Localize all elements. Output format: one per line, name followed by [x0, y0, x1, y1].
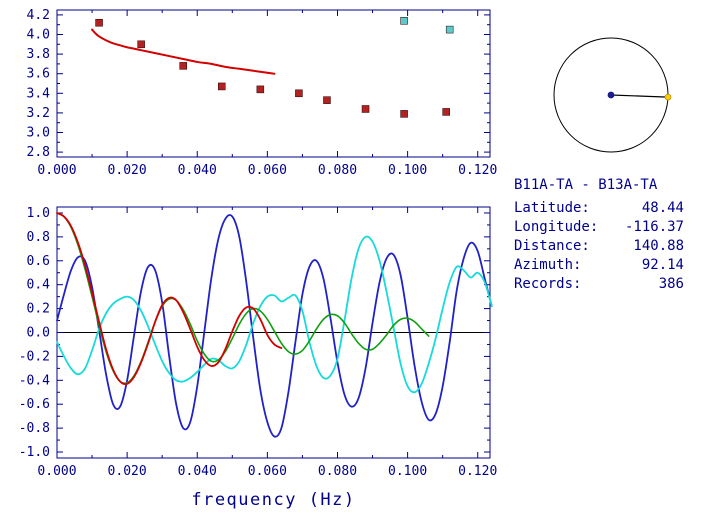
phase-velocity-picks-marker — [361, 105, 370, 113]
info-field-value: 386 — [658, 276, 684, 292]
info-row: Latitude: 48.44 — [514, 199, 684, 218]
info-field-value: 48.44 — [641, 200, 684, 216]
x-tick-label: 0.020 — [108, 464, 147, 479]
y-tick-label: -0.2 — [19, 349, 50, 364]
rejected-picks-marker — [400, 17, 408, 25]
plot-frame — [56, 9, 491, 158]
phase-velocity-dispersion-plot[interactable]: 0.000 0.020 0.040 0.060 0.080 0.100 0.120 2.8 3.… — [0, 0, 500, 190]
info-row: Azimuth: 92.14 — [514, 256, 684, 275]
y-tick-label: 4.0 — [27, 28, 50, 43]
y-tick-label: 3.4 — [27, 86, 51, 101]
x-tick-label: 0.080 — [318, 163, 357, 178]
phase-velocity-picks-marker — [218, 82, 226, 91]
x-tick-label: 0.040 — [178, 163, 217, 178]
x-tick-label: 0.000 — [37, 163, 76, 178]
info-row: Longitude: -116.37 — [514, 218, 684, 237]
y-tick-label: 0.2 — [27, 302, 50, 317]
x-tick-label: 0.060 — [248, 464, 287, 479]
y-tick-label: -1.0 — [19, 445, 50, 460]
y-tick-label: 3.8 — [27, 47, 50, 62]
azimuth-line — [610, 94, 668, 98]
cross-spectrum-waveform-plot[interactable]: 0.000 0.020 0.040 0.060 0.080 0.100 0.120 1.0 0.… — [0, 200, 500, 515]
phase-velocity-picks-marker — [137, 40, 145, 49]
phase-velocity-picks-marker — [295, 89, 303, 98]
phase-velocity-picks-marker — [442, 108, 450, 116]
phase-velocity-picks-marker — [95, 18, 103, 27]
y-tick-label: -0.4 — [19, 373, 50, 388]
y-tick-label: 0.8 — [27, 230, 50, 245]
info-field-value: 92.14 — [641, 257, 684, 273]
bessel-model-red — [56, 212, 283, 386]
info-field-value: 140.88 — [633, 238, 684, 254]
bessel-fit-green — [56, 212, 430, 385]
y-tick-label: 0.4 — [27, 278, 51, 293]
x-tick-label: 0.080 — [318, 464, 357, 479]
y-tick-label: -0.8 — [19, 421, 50, 436]
x-tick-label: 0.040 — [178, 464, 217, 479]
y-tick-label: 3.0 — [27, 126, 50, 141]
y-tick-label: 3.6 — [27, 67, 50, 82]
phase-velocity-picks-marker — [256, 85, 265, 94]
y-tick-label: 1.0 — [27, 206, 50, 221]
info-row: Distance: 140.88 — [514, 237, 684, 256]
y-tick-label: 2.8 — [27, 145, 50, 160]
rejected-picks-marker — [445, 25, 454, 34]
x-tick-label: 0.120 — [458, 464, 497, 479]
info-field-label: Latitude: — [514, 200, 590, 216]
station-pair-title: B11A-TA - B13A-TA — [514, 177, 658, 193]
station-a-dot — [607, 91, 615, 99]
y-tick-label: 0.6 — [27, 254, 50, 269]
phase-velocity-picks-marker — [400, 110, 408, 118]
info-field-label: Longitude: — [514, 219, 599, 235]
cross-spectrum-smoothed-cyan — [56, 235, 493, 394]
x-tick-label: 0.020 — [108, 163, 147, 178]
phase-velocity-picks-marker — [179, 62, 187, 70]
x-tick-label: 0.000 — [37, 464, 76, 479]
x-axis-title: frequency (Hz) — [191, 490, 355, 510]
station-info-fields: Latitude: 48.44 Longitude: -116.37 Distance:… — [514, 199, 684, 294]
cross-spectrum-blue — [56, 214, 493, 438]
x-tick-label: 0.060 — [248, 163, 287, 178]
phase-velocity-picks-marker — [323, 96, 331, 104]
info-field-label: Records: — [514, 276, 582, 292]
x-tick-label: 0.100 — [388, 464, 427, 479]
azimuth-dial — [553, 37, 672, 153]
station-info-panel: B11A-TA - B13A-TA Latitude: 48.44 Longitud… — [514, 176, 684, 294]
x-tick-label: 0.100 — [388, 163, 427, 178]
y-tick-label: -0.6 — [19, 397, 50, 412]
info-field-label: Distance: — [514, 238, 590, 254]
info-row: Records: 386 — [514, 275, 684, 294]
info-field-value: -116.37 — [624, 219, 684, 235]
y-tick-label: 4.2 — [27, 8, 50, 23]
y-tick-label: 3.2 — [27, 106, 50, 121]
y-tick-label: 0.0 — [27, 326, 50, 341]
x-tick-label: 0.120 — [458, 163, 497, 178]
info-field-label: Azimuth: — [514, 257, 582, 273]
model-dispersion-curve — [91, 28, 276, 75]
station-b-dot — [664, 93, 672, 101]
